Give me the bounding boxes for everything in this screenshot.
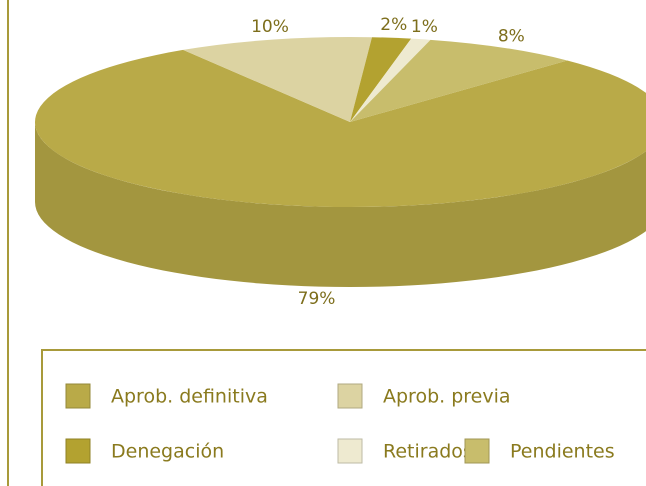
data-label: 1%: [411, 17, 438, 37]
legend-label: Aprob. previa: [383, 386, 511, 408]
legend-box: [41, 349, 646, 486]
data-label: 79%: [298, 289, 336, 309]
slice: [350, 39, 568, 123]
legend-label: Denegación: [111, 441, 224, 463]
slice: [350, 38, 431, 122]
pie: 79% 10% 2% 1% 8%: [35, 15, 646, 309]
data-label: 10%: [251, 17, 289, 37]
legend-swatch: [337, 383, 363, 409]
data-label: 8%: [498, 27, 525, 47]
legend-swatch: [464, 438, 490, 464]
data-label: 2%: [380, 15, 407, 35]
slice-side: [35, 122, 646, 287]
legend-label: Retirados: [383, 441, 473, 463]
legend-swatch: [65, 438, 91, 464]
legend-swatch: [65, 383, 91, 409]
slice: [350, 37, 412, 122]
legend-swatch: [337, 438, 363, 464]
slice: [183, 37, 372, 122]
legend: Aprob. definitiva Aprob. previa Denegación…: [65, 383, 615, 464]
legend-label: Pendientes: [510, 441, 615, 463]
legend-label: Aprob. definitiva: [111, 386, 268, 408]
slice: [35, 49, 646, 207]
